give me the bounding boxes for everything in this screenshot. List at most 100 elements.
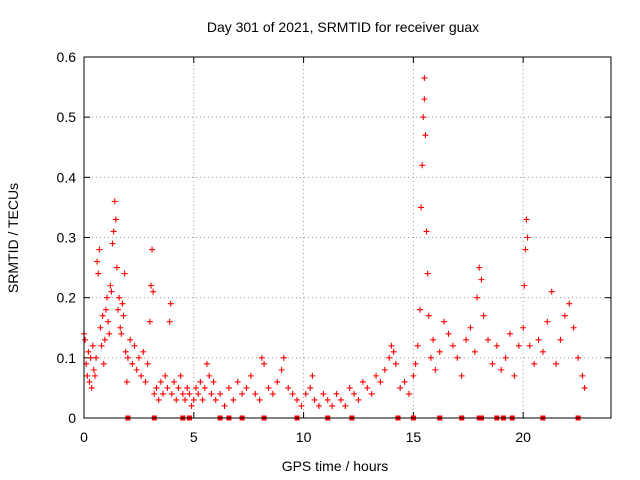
data-point — [101, 336, 108, 343]
data-point — [520, 324, 527, 331]
data-point — [309, 372, 316, 379]
data-point — [186, 390, 193, 397]
data-point — [123, 378, 130, 385]
data-point — [234, 378, 241, 385]
data-point — [522, 246, 529, 253]
data-point — [120, 312, 127, 319]
data-point — [454, 354, 461, 361]
data-point — [523, 216, 530, 223]
data-point — [427, 354, 434, 361]
data-point — [261, 360, 268, 367]
data-point — [557, 336, 564, 343]
data-point — [93, 354, 100, 361]
data-point — [416, 306, 423, 313]
data-point — [239, 390, 246, 397]
data-point — [217, 390, 224, 397]
data-point — [480, 312, 487, 319]
y-tick-label: 0.2 — [57, 290, 77, 306]
data-point — [102, 306, 109, 313]
data-point — [485, 336, 492, 343]
data-point — [351, 390, 358, 397]
data-point — [85, 348, 92, 355]
data-point — [131, 342, 138, 349]
data-point — [88, 384, 95, 391]
data-point — [521, 282, 528, 289]
data-point — [401, 378, 408, 385]
data-point — [106, 330, 113, 337]
data-point — [82, 336, 89, 343]
data-point — [548, 288, 555, 295]
data-point — [425, 312, 432, 319]
data-point — [184, 384, 191, 391]
data-point — [91, 372, 98, 379]
data-point — [302, 390, 309, 397]
data-point — [129, 360, 136, 367]
data-point — [230, 396, 237, 403]
data-point — [89, 342, 96, 349]
data-point — [99, 312, 106, 319]
data-point — [138, 372, 145, 379]
data-point — [121, 270, 128, 277]
data-point — [474, 294, 481, 301]
data-point — [418, 204, 425, 211]
data-point — [381, 366, 388, 373]
y-tick-label: 0.5 — [57, 109, 77, 125]
data-point — [86, 378, 93, 385]
data-point — [561, 312, 568, 319]
data-point — [337, 396, 344, 403]
data-point — [173, 396, 180, 403]
plot-frame — [83, 56, 612, 419]
data-point — [535, 336, 542, 343]
x-axis-label: GPS time / hours — [282, 458, 389, 474]
data-point — [432, 366, 439, 373]
data-point — [269, 390, 276, 397]
data-point — [476, 264, 483, 271]
data-point — [87, 354, 94, 361]
data-point — [108, 288, 115, 295]
axis-ticks: 0 0.1 0.2 0.3 0.4 0.5 0.6 0 5 10 15 20 — [57, 49, 611, 445]
y-tick-label: 0.1 — [57, 350, 77, 366]
data-point — [151, 390, 158, 397]
data-point — [423, 228, 430, 235]
data-point — [493, 342, 500, 349]
data-point — [171, 378, 178, 385]
data-point — [252, 390, 259, 397]
data-point — [100, 360, 107, 367]
data-point — [515, 342, 522, 349]
data-point — [111, 198, 118, 205]
data-point — [421, 75, 428, 82]
data-point — [368, 390, 375, 397]
data-point — [471, 348, 478, 355]
data-point — [458, 372, 465, 379]
data-point — [346, 384, 353, 391]
data-point — [98, 342, 105, 349]
data-point — [388, 342, 395, 349]
data-point — [506, 330, 513, 337]
data-point — [386, 354, 393, 361]
y-tick-label: 0.3 — [57, 230, 77, 246]
y-axis-label: SRMTID / TECUs — [5, 183, 21, 293]
data-point — [320, 390, 327, 397]
data-point — [113, 264, 120, 271]
data-point — [498, 366, 505, 373]
data-point — [524, 234, 531, 241]
data-point — [153, 384, 160, 391]
data-point — [140, 348, 147, 355]
data-point — [133, 366, 140, 373]
data-point — [210, 378, 217, 385]
data-point — [142, 378, 149, 385]
data-point — [430, 336, 437, 343]
x-tick-label: 15 — [406, 429, 422, 445]
data-point — [150, 288, 157, 295]
data-point — [280, 354, 287, 361]
data-point — [436, 348, 443, 355]
data-point — [289, 390, 296, 397]
data-point — [146, 318, 153, 325]
data-point — [115, 306, 122, 313]
data-point — [179, 390, 186, 397]
data-point — [258, 354, 265, 361]
data-point — [293, 396, 300, 403]
data-point — [90, 366, 97, 373]
data-point — [192, 384, 199, 391]
